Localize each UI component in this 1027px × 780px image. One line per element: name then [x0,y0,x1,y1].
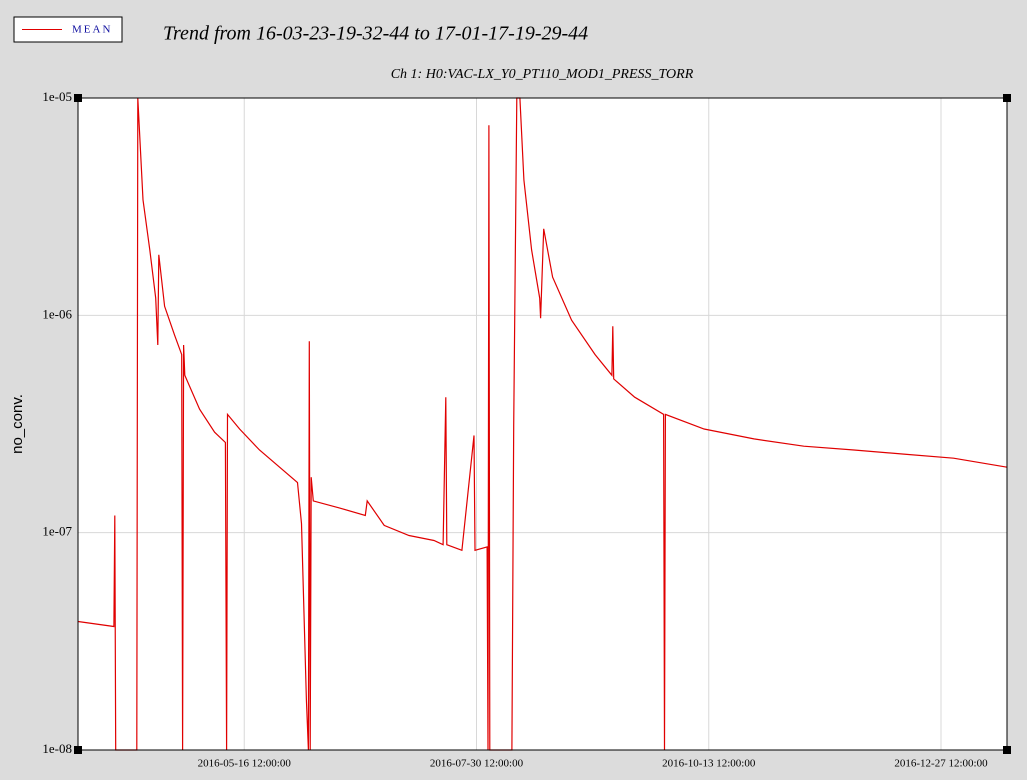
chart-title: Trend from 16-03-23-19-32-44 to 17-01-17… [163,23,588,45]
y-tick-label: 1e-08 [42,741,72,756]
x-tick-label: 2016-10-13 12:00:00 [662,758,756,770]
x-tick-label: 2016-07-30 12:00:00 [430,758,524,770]
y-axis-label: no_conv. [9,394,26,454]
corner-marker [74,746,82,754]
x-tick-label: 2016-05-16 12:00:00 [198,758,292,770]
legend-label: MEAN [72,24,112,36]
y-tick-label: 1e-06 [42,306,72,321]
corner-marker [74,94,82,102]
series-line [77,97,1008,751]
corner-marker [1003,94,1011,102]
corner-marker [1003,746,1011,754]
y-tick-label: 1e-05 [42,89,72,104]
plot-frame [77,97,1008,751]
series [77,97,1008,751]
y-tick-label: 1e-07 [42,524,72,539]
chart-subtitle: Ch 1: H0:VAC-LX_Y0_PT110_MOD1_PRESS_TORR [391,67,694,82]
plot-area [78,98,1007,750]
x-tick-label: 2016-12-27 12:00:00 [894,758,988,770]
tick-labels: 1e-08 1e-07 1e-06 1e-05 2016-05-16 12:00:00 2… [42,89,988,770]
